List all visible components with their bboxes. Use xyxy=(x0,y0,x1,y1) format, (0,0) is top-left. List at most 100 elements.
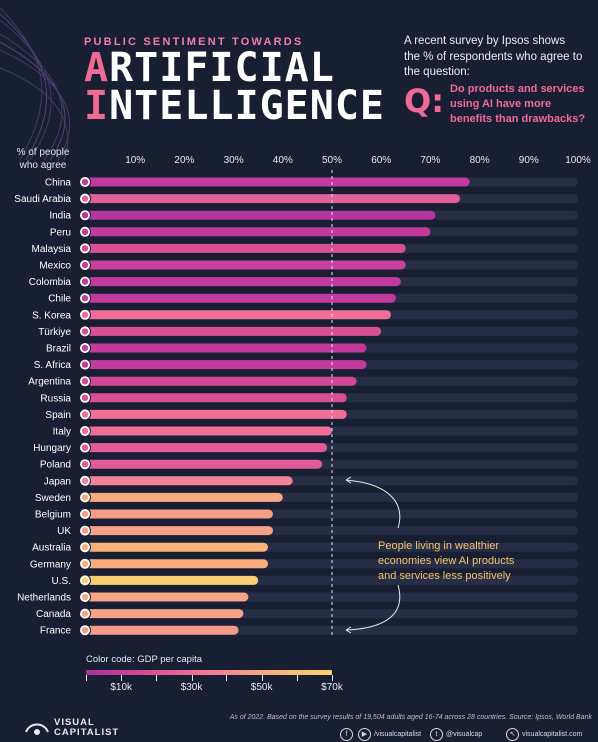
legend-tick xyxy=(191,675,193,681)
legend-tick xyxy=(156,675,158,681)
flag-icon-inner xyxy=(81,328,89,335)
x-tick-label: 60% xyxy=(371,155,391,166)
bar xyxy=(86,227,431,237)
flag-icon-inner xyxy=(81,461,89,468)
title-initial-i: I xyxy=(84,83,110,129)
cursor-icon: ↖ xyxy=(506,727,519,741)
category-label: Peru xyxy=(50,227,71,238)
legend-label: $70k xyxy=(321,682,343,693)
flag-icon-inner xyxy=(81,477,89,484)
category-label: Chile xyxy=(48,294,71,305)
flag-icon-inner xyxy=(81,378,89,385)
arrowhead-down xyxy=(345,626,352,634)
title-line-2: INTELLIGENCE xyxy=(84,86,385,126)
category-label: China xyxy=(45,178,72,189)
x-tick-label: 100% xyxy=(565,155,591,166)
category-label: Italy xyxy=(53,427,71,438)
title-rest-1: RTIFICIAL xyxy=(109,45,335,91)
bar xyxy=(86,526,273,536)
social-youtube-label: /visualcapitalist xyxy=(374,730,422,738)
flag-icon-inner xyxy=(81,295,89,302)
bar xyxy=(86,310,392,320)
survey-question: Do products and services using AI have m… xyxy=(450,83,586,126)
annotation-arrow-down xyxy=(345,584,401,631)
bar xyxy=(86,360,367,370)
title-rest-2: NTELLIGENCE xyxy=(109,83,385,129)
flag-icon-inner xyxy=(81,178,89,186)
flag-icon-inner xyxy=(81,544,89,551)
flag-icon-inner xyxy=(81,195,89,202)
category-label: UK xyxy=(57,526,71,537)
title-initial-a: A xyxy=(84,45,110,91)
category-label: Mexico xyxy=(39,261,71,272)
y-axis-label: % of people who agree xyxy=(16,147,70,171)
category-label: S. Korea xyxy=(32,310,71,321)
legend-label: $50k xyxy=(250,682,273,693)
flag-icon-inner xyxy=(81,245,89,252)
category-label: S. Africa xyxy=(34,360,72,371)
title-line-1: ARTIFICIAL xyxy=(84,48,335,88)
bar xyxy=(86,625,239,635)
annotation-arrow-up xyxy=(345,479,401,529)
flag-icon-inner xyxy=(81,494,89,501)
bar xyxy=(86,575,259,585)
bar xyxy=(86,459,323,469)
bar xyxy=(86,426,332,436)
legend-tick xyxy=(86,675,87,681)
color-legend-gradient xyxy=(86,670,332,675)
social-twitter[interactable]: t @visualcap xyxy=(430,727,482,741)
category-label: Australia xyxy=(32,543,71,554)
x-tick-label: 20% xyxy=(174,155,194,166)
bar xyxy=(86,393,347,403)
flag-icon-inner xyxy=(81,311,89,318)
social-youtube[interactable]: ▶/visualcapitalist xyxy=(358,727,421,741)
category-label: Colombia xyxy=(29,277,72,288)
bar-chart: 10% 20% 30% 40% 50% 60% 70% 80% 90% 100% China Saud… xyxy=(14,155,591,637)
x-tick-label: 40% xyxy=(273,155,293,166)
category-label: Malaysia xyxy=(32,244,72,255)
bar xyxy=(86,592,249,602)
bar xyxy=(86,243,406,253)
social-website[interactable]: ↖ visualcapitalist.com xyxy=(506,727,582,741)
intro-text: A recent survey by Ipsos shows the % of … xyxy=(404,35,583,79)
bar xyxy=(86,277,401,287)
bar xyxy=(86,542,269,552)
facebook-icon: f xyxy=(340,727,353,741)
bar xyxy=(86,443,328,453)
x-tick-label: 30% xyxy=(224,155,244,166)
q-mark: Q: xyxy=(404,82,444,120)
x-tick-label: 90% xyxy=(519,155,539,166)
category-label: Brazil xyxy=(46,344,71,355)
flag-icon-inner xyxy=(81,560,89,567)
header-decoration xyxy=(0,7,71,160)
bar xyxy=(86,326,382,336)
social-twitter-label: @visualcap xyxy=(446,730,483,738)
flag-icon-inner xyxy=(81,344,89,352)
category-label: Sweden xyxy=(35,493,71,504)
bar xyxy=(86,210,436,220)
category-label: Canada xyxy=(36,609,71,620)
arrowhead-up xyxy=(345,476,352,484)
flag-icon-inner xyxy=(81,510,89,518)
social-facebook[interactable]: f xyxy=(340,727,353,741)
logo-text: VISUAL CAPITALIST xyxy=(54,717,119,739)
category-label: Russia xyxy=(40,393,71,404)
x-tick-label: 70% xyxy=(420,155,440,166)
flag-icon-inner xyxy=(81,411,89,418)
annotation: People living in wealthier economies vie… xyxy=(378,540,515,582)
legend-tick xyxy=(121,675,123,681)
flag-icon-inner xyxy=(81,627,89,634)
category-label: Netherlands xyxy=(17,593,71,604)
category-label: U.S. xyxy=(52,576,71,587)
category-label: Spain xyxy=(45,410,71,421)
youtube-icon: ▶ xyxy=(358,727,371,741)
x-tick-label: 10% xyxy=(125,155,145,166)
source-note: As of 2022. Based on the survey results … xyxy=(229,714,592,721)
category-label: Saudi Arabia xyxy=(14,194,71,205)
bar xyxy=(86,177,470,187)
legend-tick xyxy=(226,675,228,681)
bar xyxy=(86,260,406,270)
x-tick-label: 80% xyxy=(470,155,490,166)
category-label: France xyxy=(40,626,72,637)
category-label: Poland xyxy=(40,460,71,471)
